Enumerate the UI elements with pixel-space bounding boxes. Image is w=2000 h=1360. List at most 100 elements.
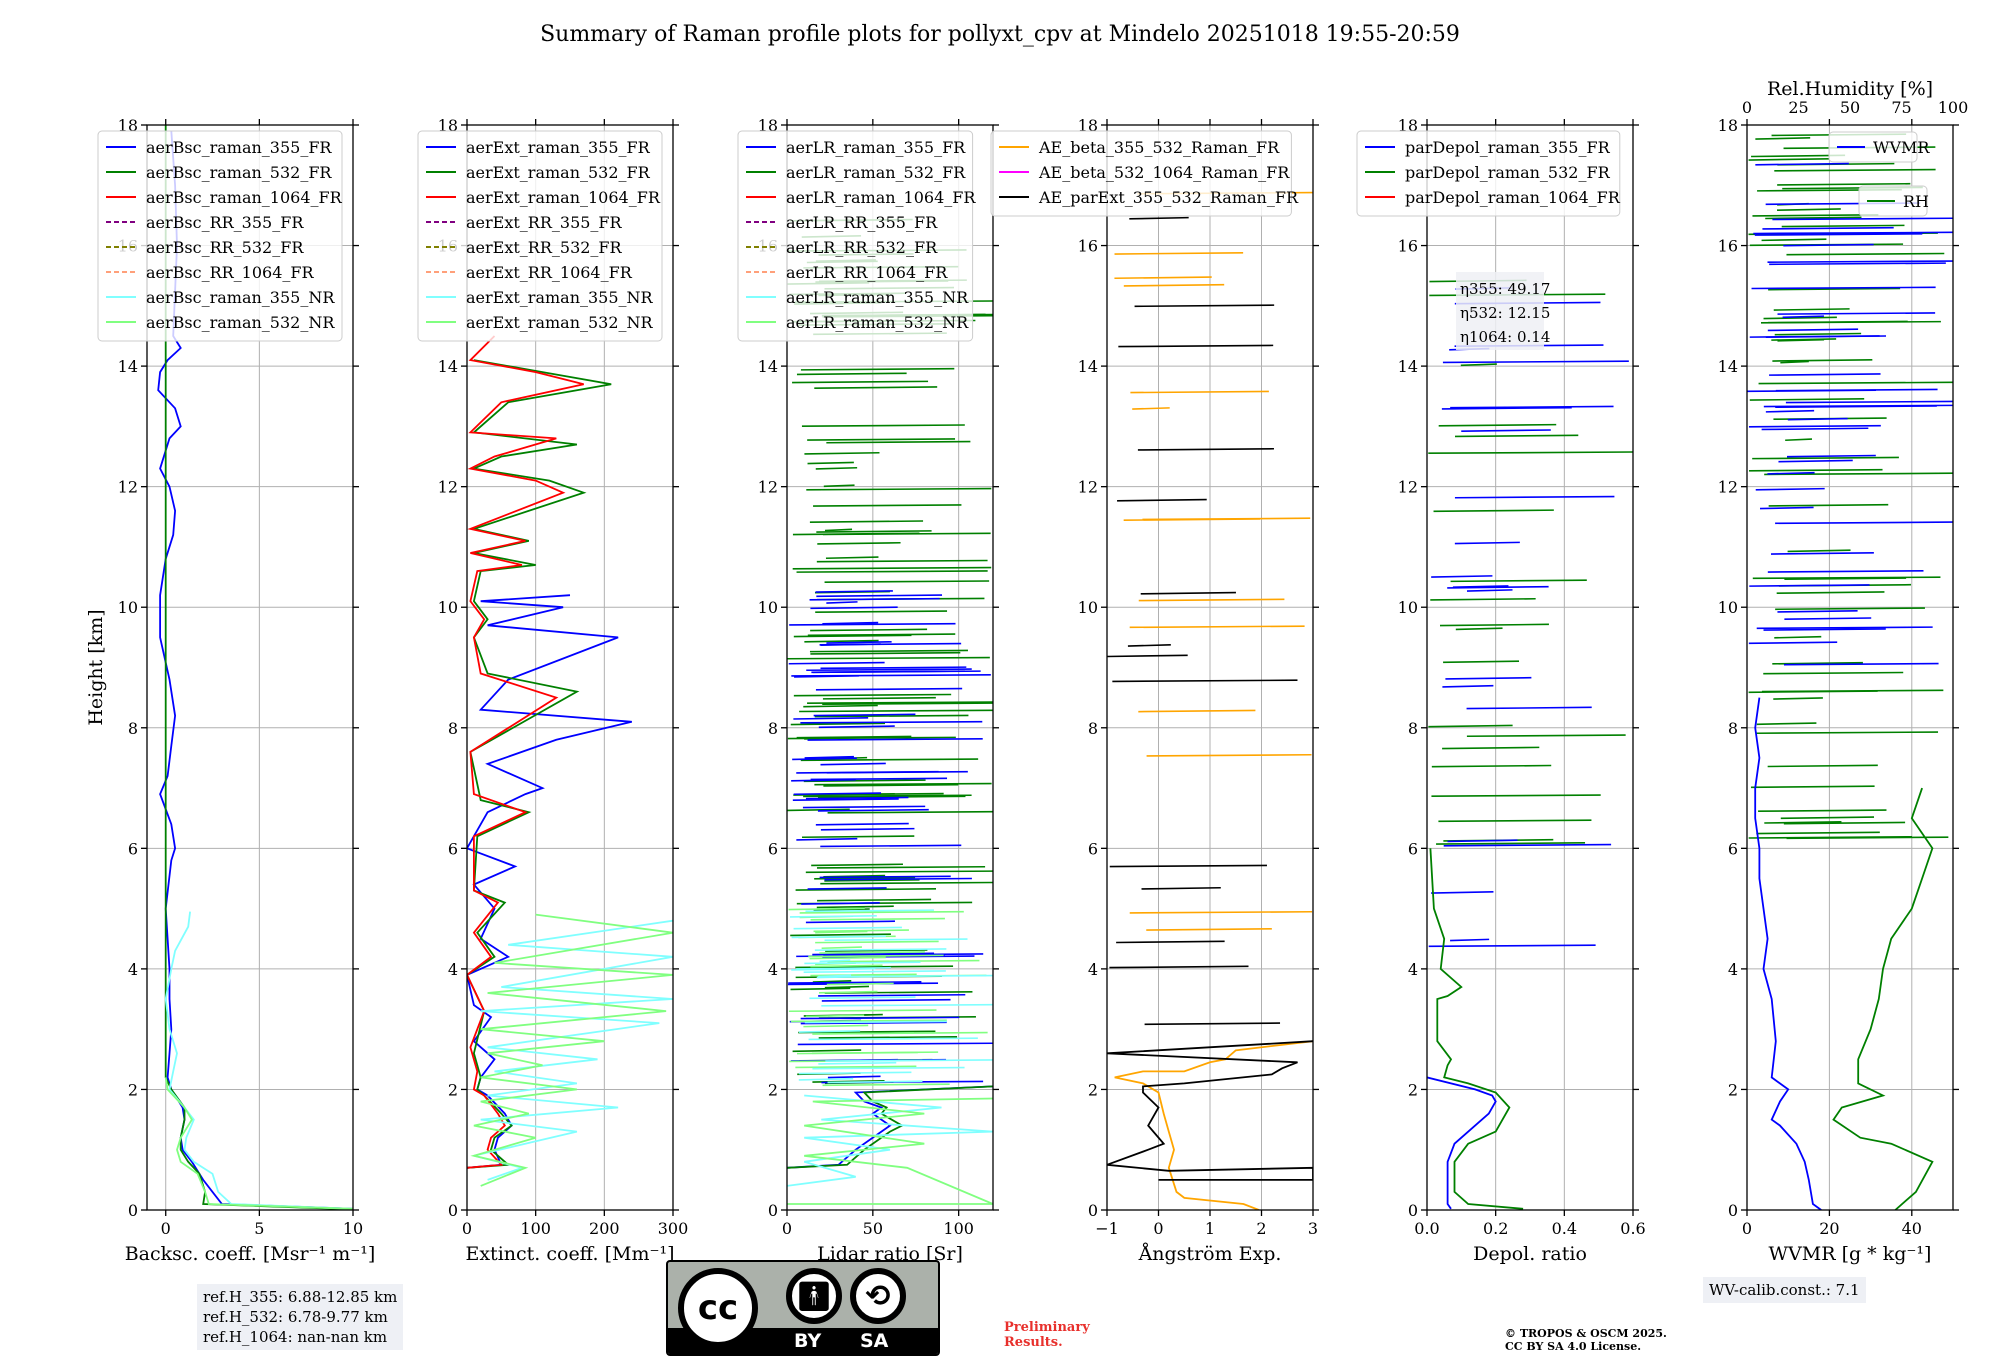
noise-spike-c355 (1747, 389, 1876, 393)
noise-spike-c532 (802, 835, 915, 839)
x-axis-label: Extinct. coeff. [Mm⁻¹] (465, 1243, 674, 1265)
x-axis-label: WVMR [g * kg⁻¹] (1769, 1243, 1932, 1265)
plot-area-bsc (157, 125, 353, 1210)
wv-calib-box: WV-calib.const.: 7.1 (1703, 1277, 1866, 1303)
cc-by-sa-badge[interactable]: cc 🚹︎ ⟲ BY SA (666, 1260, 940, 1356)
noise-spike-c355 (809, 597, 940, 601)
noise-spike-c355 (807, 887, 887, 890)
noise-spike-c532 (1443, 660, 1520, 664)
noise-spike-ae1 (1123, 283, 1225, 287)
y-tick-label: 12 (1718, 478, 1738, 497)
noise-spike-nr532 (808, 954, 944, 958)
noise-spike-c355 (789, 622, 956, 626)
legend-lr: aerLR_raman_355_FR aerLR_raman_532_FR aerL… (737, 130, 976, 342)
noise-spike-c355 (800, 1016, 960, 1020)
legend-label: aerBsc_RR_532_FR (146, 238, 304, 257)
noise-spike-ae3 (1112, 679, 1298, 683)
noise-spike-c532 (815, 466, 858, 470)
panel-lr: 050100024681012141618Lidar ratio [Sr]aer… (737, 116, 999, 1265)
preliminary-line-1: Preliminary (1004, 1320, 1090, 1335)
series-line-WVMR (1754, 697, 1822, 1210)
ref-height-355: ref.H_355: 6.88-12.85 km (203, 1288, 398, 1306)
noise-spike-c532 (1433, 509, 1554, 513)
legend-label: aerLR_RR_532_FR (786, 238, 938, 257)
noise-spike-ae3 (1116, 940, 1225, 944)
noise-spike-c532 (810, 651, 961, 655)
legend-ae: AE_beta_355_532_Raman_FR AE_beta_532_1064… (990, 130, 1299, 217)
copyright-line-2: CC BY SA 4.0 License. (1505, 1340, 1642, 1353)
noise-spike-rh (1765, 216, 1862, 220)
preliminary-line-2: Results. (1004, 1335, 1063, 1350)
noise-spike-c532 (804, 639, 879, 643)
panel-ext: 0100200300024681012141618Extinct. coeff.… (417, 116, 689, 1265)
noise-spike-rh (1781, 224, 1905, 228)
noise-spike-c355 (1763, 404, 1953, 408)
noise-spike-ae1 (1130, 390, 1269, 394)
axes-frame (1746, 124, 1954, 1211)
legend-box (417, 130, 663, 342)
legend-label: aerExt_raman_532_NR (466, 313, 654, 332)
noise-spike-ae3 (1127, 644, 1171, 647)
noise-spike-nr355 (818, 974, 852, 978)
noise-spike-c532 (1454, 434, 1579, 438)
x-axis-label: Backsc. coeff. [Msr⁻¹ m⁻¹] (125, 1243, 376, 1265)
noise-spike-rh (1772, 661, 1863, 665)
noise-spike-c355 (796, 837, 858, 841)
noise-spike-c355 (1442, 684, 1494, 688)
noise-spike-c532 (824, 878, 920, 882)
noise-spike-c355 (793, 792, 882, 796)
noise-spike-nr355 (809, 996, 916, 1000)
noise-spike-c355 (804, 755, 854, 759)
y-tick-label: 14 (438, 357, 458, 376)
noise-spike-ae1 (1129, 910, 1313, 914)
x-tick-label: 0 (1742, 1219, 1752, 1238)
noise-spike-c532 (787, 736, 956, 740)
noise-spike-nr532 (788, 1009, 937, 1013)
noise-spike-rh (1758, 381, 1953, 385)
x-tick-label: 300 (658, 1219, 689, 1238)
legend-label: aerBsc_raman_532_FR (146, 163, 332, 182)
annotation-line: η532: 12.15 (1460, 304, 1550, 322)
noise-spike-c355 (826, 641, 892, 644)
y-tick-label: 4 (128, 960, 138, 979)
y-axis-label: Height [km] (85, 609, 107, 725)
plot-area-depol (1427, 279, 1633, 1210)
noise-spike-c355 (1778, 459, 1853, 463)
panel-bsc: 0510024681012141618Backsc. coeff. [Msr⁻¹… (85, 116, 375, 1265)
y-tick-label: 6 (448, 839, 458, 858)
legend-label: aerExt_RR_355_FR (466, 213, 623, 232)
noise-spike-c355 (815, 822, 909, 826)
noise-spike-c532 (816, 530, 932, 533)
legend-depol: parDepol_raman_355_FR parDepol_raman_532_… (1356, 130, 1621, 217)
noise-spike-c532 (787, 808, 850, 812)
series-line-AE_parExt_355_532_Raman_FR (1107, 1040, 1313, 1181)
y-tick-label: 4 (448, 960, 458, 979)
noise-spike-rh (1749, 468, 1883, 472)
noise-spike-c532 (809, 649, 968, 653)
noise-spike-rh (1761, 238, 1827, 242)
noise-spike-rh (1773, 697, 1823, 700)
noise-spike-c355 (1445, 676, 1532, 680)
copyright-note: © TROPOS & OSCM 2025. CC BY SA 4.0 Licen… (1505, 1327, 1667, 1353)
y-tick-label: 10 (118, 598, 138, 617)
noise-spike-c355 (1759, 506, 1814, 510)
noise-spike-c355 (1767, 471, 1815, 475)
noise-spike-c532 (813, 504, 962, 507)
noise-spike-c532 (816, 865, 986, 869)
noise-spike-c355 (1447, 839, 1518, 843)
x-axis-label: Ångström Exp. (1138, 1243, 1282, 1265)
series-line-aerLR_raman_532_FR (787, 1085, 993, 1169)
noise-spike-c355 (1748, 641, 1838, 645)
y-tick-label: 14 (1398, 357, 1418, 376)
legend-label: aerExt_raman_1064_FR (466, 188, 661, 207)
x-tick-label: 20 (1819, 1219, 1839, 1238)
noise-spike-rh (1774, 332, 1862, 336)
noise-spike-c532 (790, 987, 851, 991)
noise-spike-rh (1786, 836, 1949, 840)
noise-spike-c355 (820, 827, 915, 831)
noise-spike-c355 (819, 875, 951, 879)
noise-spike-c532 (795, 888, 937, 891)
noise-spike-rh (1763, 671, 1904, 675)
legend-label: aerLR_raman_355_NR (786, 288, 969, 307)
